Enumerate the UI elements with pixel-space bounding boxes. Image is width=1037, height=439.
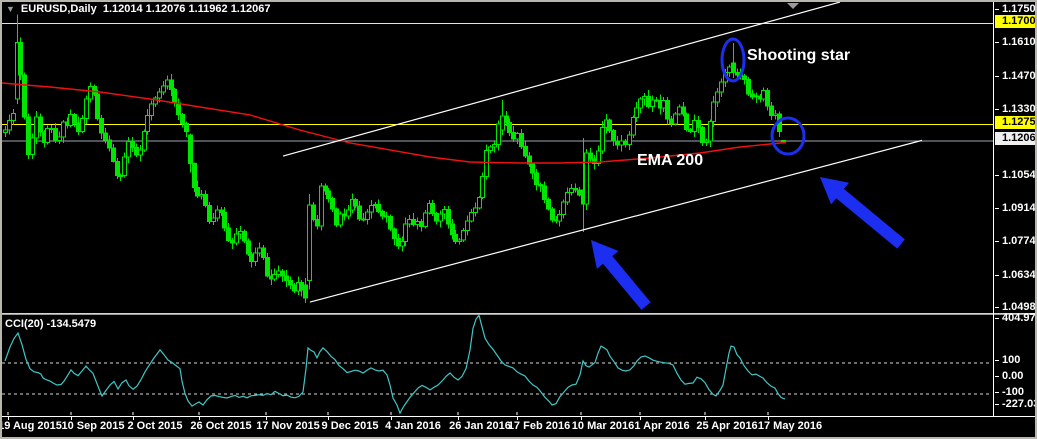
price-axis[interactable]: 1.175001.17000 1.16100 1.14700 1.133001.127… — [995, 2, 1035, 416]
chart-symbol-period: EURUSD,Daily — [20, 3, 97, 15]
price-tick-1.04980: 1.04980 — [995, 301, 1035, 314]
annotation-circle-1[interactable] — [720, 37, 746, 83]
date-tick — [458, 417, 459, 420]
date-tick — [199, 417, 200, 420]
date-tick — [640, 417, 641, 420]
price-tick-1.14700: 1.14700 — [995, 70, 1035, 83]
date-label: 4 Jan 2016 — [385, 420, 441, 432]
price-tick-1.06340: 1.06340 — [995, 269, 1035, 282]
annotation-text-1[interactable]: Shooting star — [747, 47, 850, 64]
candles-layer — [3, 14, 786, 303]
price-tick-1.09140: 1.09140 — [995, 202, 1035, 215]
price-tick-1.17500: 1.17500 — [995, 3, 1035, 16]
date-label: 25 Apr 2016 — [696, 420, 758, 432]
date-tick — [581, 417, 582, 420]
cci-indicator-label: CCI(20) -134.5479 — [5, 318, 97, 330]
date-label: 1 Apr 2016 — [634, 420, 690, 432]
cci-tick-100: 100 — [995, 354, 1035, 367]
trendline-upper-channel[interactable] — [282, 2, 841, 157]
price-axis-separator — [993, 2, 994, 416]
cci-tick--100: -100 — [995, 386, 1035, 399]
price-tick-1.12750: 1.12750 — [995, 116, 1035, 129]
date-label: 19 Aug 2015 — [0, 420, 62, 432]
price-tick-1.12067: 1.12067 — [995, 132, 1035, 145]
date-label: 26 Jan 2016 — [449, 420, 511, 432]
date-tick — [768, 417, 769, 420]
cci-tick-404.9774: 404.9774 — [995, 312, 1035, 325]
date-tick — [328, 417, 329, 420]
horizontal-levels[interactable] — [2, 23, 993, 142]
time-axis[interactable]: 19 Aug 2015 10 Sep 2015 2 Oct 2015 26 Oct 2… — [0, 416, 1035, 437]
date-label: 17 Feb 2016 — [507, 420, 571, 432]
chart-title: ▼ EURUSD,Daily 1.12014 1.12076 1.11962 1.… — [6, 2, 270, 16]
cci-tick-0.00: 0.00 — [995, 370, 1035, 383]
date-label: 2 Oct 2015 — [127, 420, 183, 432]
annotation-circle-2[interactable] — [770, 116, 806, 156]
date-label: 17 May 2016 — [757, 420, 823, 432]
cci-tick--227.0348: -227.0348 — [995, 398, 1035, 411]
chart-shift-marker-icon[interactable] — [787, 3, 799, 9]
date-tick — [71, 417, 72, 420]
price-tick-1.16100: 1.16100 — [995, 36, 1035, 49]
cci-line — [4, 315, 786, 415]
main-price-chart[interactable]: Shooting star EMA 200 — [2, 2, 993, 313]
date-label: 10 Sep 2015 — [61, 420, 125, 432]
annotation-text-2[interactable]: EMA 200 — [637, 152, 703, 169]
date-tick — [391, 417, 392, 420]
cci-indicator-chart[interactable] — [2, 315, 993, 415]
date-label: 17 Nov 2015 — [256, 420, 320, 432]
ema-200-line[interactable] — [2, 82, 787, 164]
date-label: 10 Mar 2016 — [571, 420, 635, 432]
price-tick-1.07740: 1.07740 — [995, 235, 1035, 248]
annotation-arrow-1[interactable] — [591, 240, 651, 310]
date-tick — [133, 417, 134, 420]
chart-dropdown-icon: ▼ — [6, 4, 15, 14]
date-label: 26 Oct 2015 — [190, 420, 252, 432]
chart-ohlc-quotes: 1.12014 1.12076 1.11962 1.12067 — [102, 3, 271, 15]
date-tick — [8, 417, 9, 420]
date-label: 9 Dec 2015 — [321, 420, 379, 432]
price-tick-1.17000: 1.17000 — [995, 15, 1035, 28]
date-tick — [266, 417, 267, 420]
price-tick-1.13300: 1.13300 — [995, 103, 1035, 116]
price-tick-1.10540: 1.10540 — [995, 169, 1035, 182]
date-tick — [705, 417, 706, 420]
trendline-lower-channel[interactable] — [309, 139, 923, 303]
panel-splitter[interactable] — [2, 313, 1035, 315]
date-tick — [517, 417, 518, 420]
annotation-arrow-2[interactable] — [820, 177, 905, 249]
